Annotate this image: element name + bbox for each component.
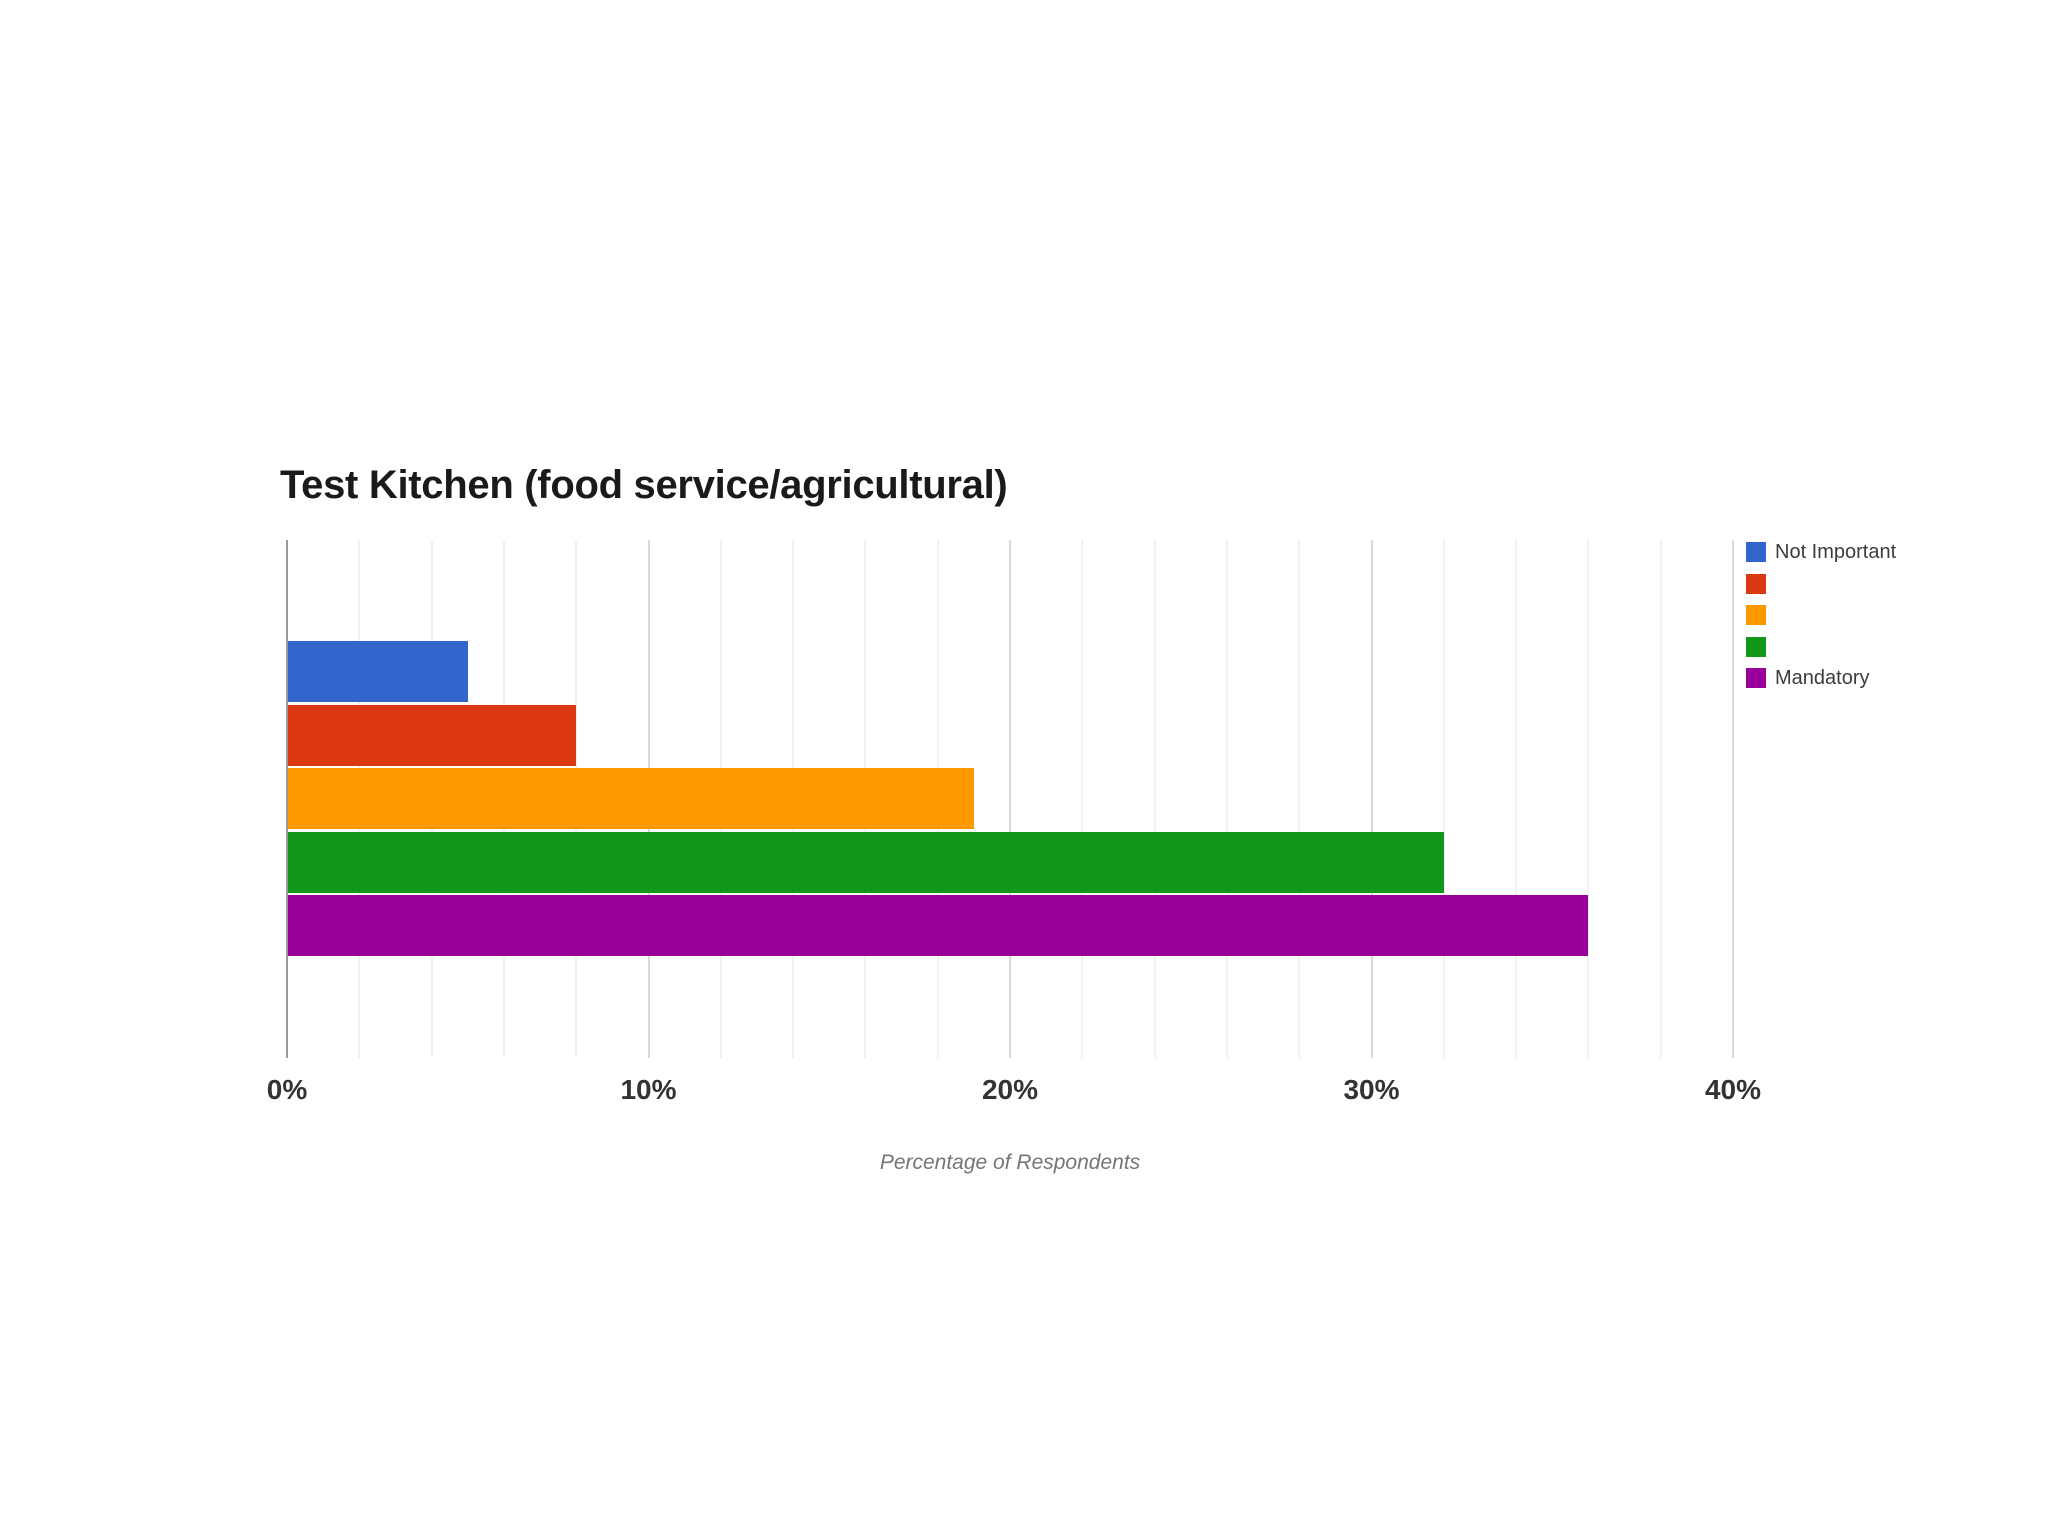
bar-mandatory bbox=[287, 895, 1589, 956]
legend-swatch-icon bbox=[1746, 668, 1766, 688]
minor-gridline bbox=[1587, 540, 1590, 1058]
bar-row bbox=[287, 704, 1733, 769]
bar-row bbox=[287, 641, 1733, 705]
minor-gridline bbox=[1153, 540, 1156, 1058]
bar-row bbox=[287, 831, 1733, 896]
minor-gridline bbox=[1442, 540, 1445, 1058]
bar-series-3 bbox=[287, 768, 974, 829]
legend-item bbox=[1746, 605, 1896, 625]
legend: Not Important Mandatory bbox=[1746, 540, 1897, 689]
plot-area bbox=[286, 540, 1734, 1058]
x-tick-label: 40% bbox=[1704, 1074, 1762, 1105]
x-axis-ticks: 0% 10% 20% 30% 40% bbox=[267, 1074, 1761, 1114]
x-axis-title: Percentage of Respondents bbox=[879, 1151, 1141, 1174]
minor-gridline bbox=[1225, 540, 1228, 1058]
major-gridline bbox=[1370, 540, 1373, 1058]
x-tick-label: 0% bbox=[266, 1074, 308, 1105]
x-tick-label: 10% bbox=[620, 1074, 677, 1105]
major-gridline bbox=[1009, 540, 1011, 1058]
legend-swatch-icon bbox=[1746, 542, 1766, 562]
bar-series-4 bbox=[287, 831, 1444, 893]
bar-row bbox=[287, 768, 1733, 832]
legend-item: Mandatory bbox=[1746, 666, 1896, 689]
x-tick-label: 20% bbox=[981, 1074, 1039, 1105]
y-axis-line bbox=[286, 540, 288, 1058]
bar-not-important bbox=[287, 641, 468, 702]
legend-item: Not Important bbox=[1746, 540, 1897, 563]
chart-title: Test Kitchen (food service/agricultural) bbox=[280, 463, 1008, 507]
bars bbox=[287, 641, 1733, 959]
bar-series-2 bbox=[287, 704, 577, 766]
minor-gridline bbox=[1081, 540, 1084, 1058]
major-gridline bbox=[1732, 540, 1734, 1058]
legend-swatch-icon bbox=[1746, 605, 1766, 625]
legend-swatch-icon bbox=[1746, 573, 1766, 594]
x-tick-label: 30% bbox=[1343, 1074, 1400, 1105]
legend-label: Not Important bbox=[1775, 540, 1897, 563]
minor-gridline bbox=[1515, 540, 1518, 1058]
minor-gridline bbox=[1659, 540, 1662, 1058]
minor-gridline bbox=[1298, 540, 1301, 1058]
legend-label: Mandatory bbox=[1775, 666, 1870, 689]
legend-item bbox=[1746, 636, 1896, 657]
bar-row bbox=[287, 895, 1733, 959]
legend-swatch-icon bbox=[1746, 636, 1766, 657]
legend-item bbox=[1746, 573, 1896, 594]
